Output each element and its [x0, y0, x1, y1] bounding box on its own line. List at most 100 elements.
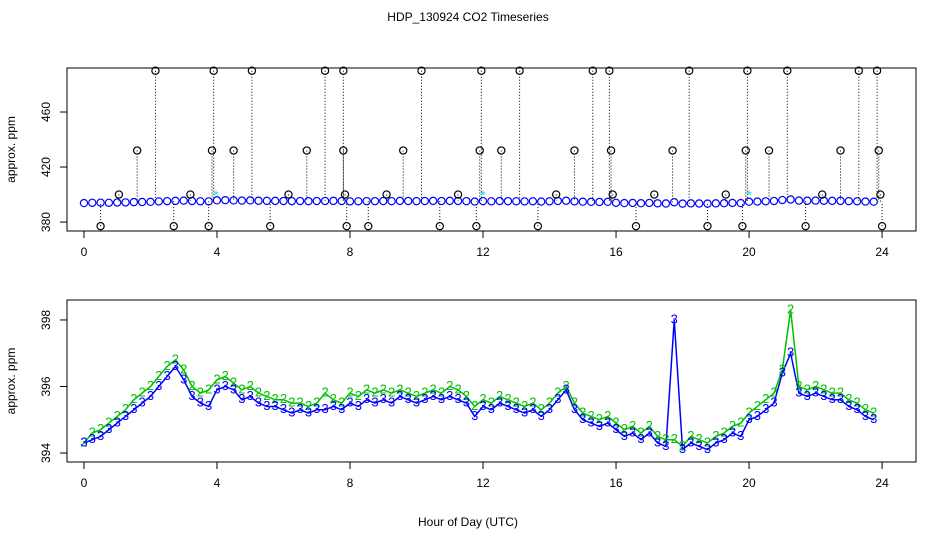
point-marker: 2: [130, 391, 137, 406]
point: [861, 197, 870, 206]
circle-marker: [811, 196, 820, 205]
point-marker: 2: [89, 424, 96, 439]
circle-marker: [605, 66, 614, 75]
point: [721, 190, 730, 204]
point: [104, 198, 114, 208]
point-marker: 2: [687, 428, 694, 443]
circle-marker: [606, 146, 616, 155]
circle-marker: [329, 196, 338, 206]
circle-marker: [874, 146, 883, 155]
point-marker: 3: [712, 434, 719, 449]
point-marker: 2: [371, 385, 378, 400]
point: [254, 196, 263, 205]
x-tick-label: 4: [214, 476, 221, 490]
point: [302, 146, 311, 202]
point: [764, 146, 774, 202]
point-marker: 3: [745, 411, 752, 426]
circle-marker: [295, 196, 305, 206]
point: [876, 190, 885, 202]
point: [387, 196, 396, 206]
point-marker: 3: [612, 421, 619, 436]
circle-marker: [753, 197, 762, 206]
point-marker: 3: [837, 391, 844, 406]
point-marker: 2: [604, 408, 611, 423]
point: [738, 203, 747, 231]
point: [320, 196, 330, 206]
circle-marker: [472, 221, 481, 231]
point: [420, 196, 430, 206]
circle-marker: [818, 190, 827, 199]
point-marker: 2: [721, 424, 728, 439]
y-tick-label: 460: [39, 102, 53, 122]
point-marker: 2: [180, 361, 187, 376]
point: [711, 199, 721, 208]
circle-marker: [382, 190, 391, 199]
circle-marker: [636, 199, 646, 208]
point: [631, 202, 641, 231]
point-marker: 2: [188, 378, 195, 393]
circle-marker: [462, 196, 471, 206]
circle-marker: [312, 196, 321, 206]
point: [545, 197, 554, 206]
circle-marker: [778, 195, 787, 205]
point-marker: 3: [255, 395, 262, 410]
point: [636, 199, 646, 208]
point-marker: 2: [122, 401, 129, 416]
circle-marker: [132, 146, 142, 155]
circle-marker: [819, 196, 829, 205]
point: [487, 197, 496, 206]
circle-marker: [370, 196, 380, 206]
point: [162, 196, 172, 206]
circle-marker: [237, 196, 247, 205]
x-tick-label: 8: [347, 476, 354, 490]
point-marker: 2: [463, 388, 470, 403]
point: [270, 196, 280, 206]
circle-marker: [528, 197, 538, 206]
point-marker: 3: [729, 424, 736, 439]
point-marker: 3: [679, 441, 686, 456]
circle-marker: [694, 199, 704, 208]
point: [703, 199, 712, 208]
series-line: [83, 319, 875, 452]
circle-marker: [783, 66, 792, 75]
point: [412, 196, 421, 206]
circle-marker: [364, 221, 373, 231]
point: [382, 190, 391, 202]
point-marker: 3: [222, 378, 229, 393]
circle-marker: [345, 197, 355, 206]
point: [339, 66, 348, 202]
y-axis-label: approx. ppm: [4, 348, 18, 415]
circle-marker: [113, 198, 122, 207]
point: [728, 198, 737, 208]
point-marker: 2: [754, 398, 761, 413]
point: [196, 197, 205, 206]
point: [121, 198, 130, 207]
point-marker: 2: [646, 418, 653, 433]
point-marker: 2: [380, 381, 387, 396]
point-marker: 3: [596, 418, 603, 433]
x-axis-label: Hour of Day (UTC): [418, 515, 518, 529]
point: [354, 197, 363, 206]
point-marker: 3: [338, 401, 345, 416]
point: [495, 196, 504, 206]
point: [370, 196, 380, 206]
point: [96, 202, 105, 231]
circle-marker: [339, 146, 348, 155]
point: [265, 200, 275, 231]
point: [794, 196, 804, 205]
point-marker: 3: [454, 391, 461, 406]
point: [611, 198, 621, 208]
point-marker: 3: [571, 401, 578, 416]
point: [503, 196, 513, 206]
point-marker: 2: [272, 391, 279, 406]
x-tick-label: 20: [742, 476, 756, 490]
circle-marker: [475, 146, 484, 155]
point-marker: 2: [388, 385, 395, 400]
point-marker: 3: [247, 388, 254, 403]
point-marker: 2: [147, 378, 154, 393]
point-marker: 2: [446, 378, 453, 393]
point-marker: 3: [737, 428, 744, 443]
point-marker: 2: [280, 391, 287, 406]
circle-marker: [631, 221, 641, 231]
circle-marker: [229, 196, 238, 205]
